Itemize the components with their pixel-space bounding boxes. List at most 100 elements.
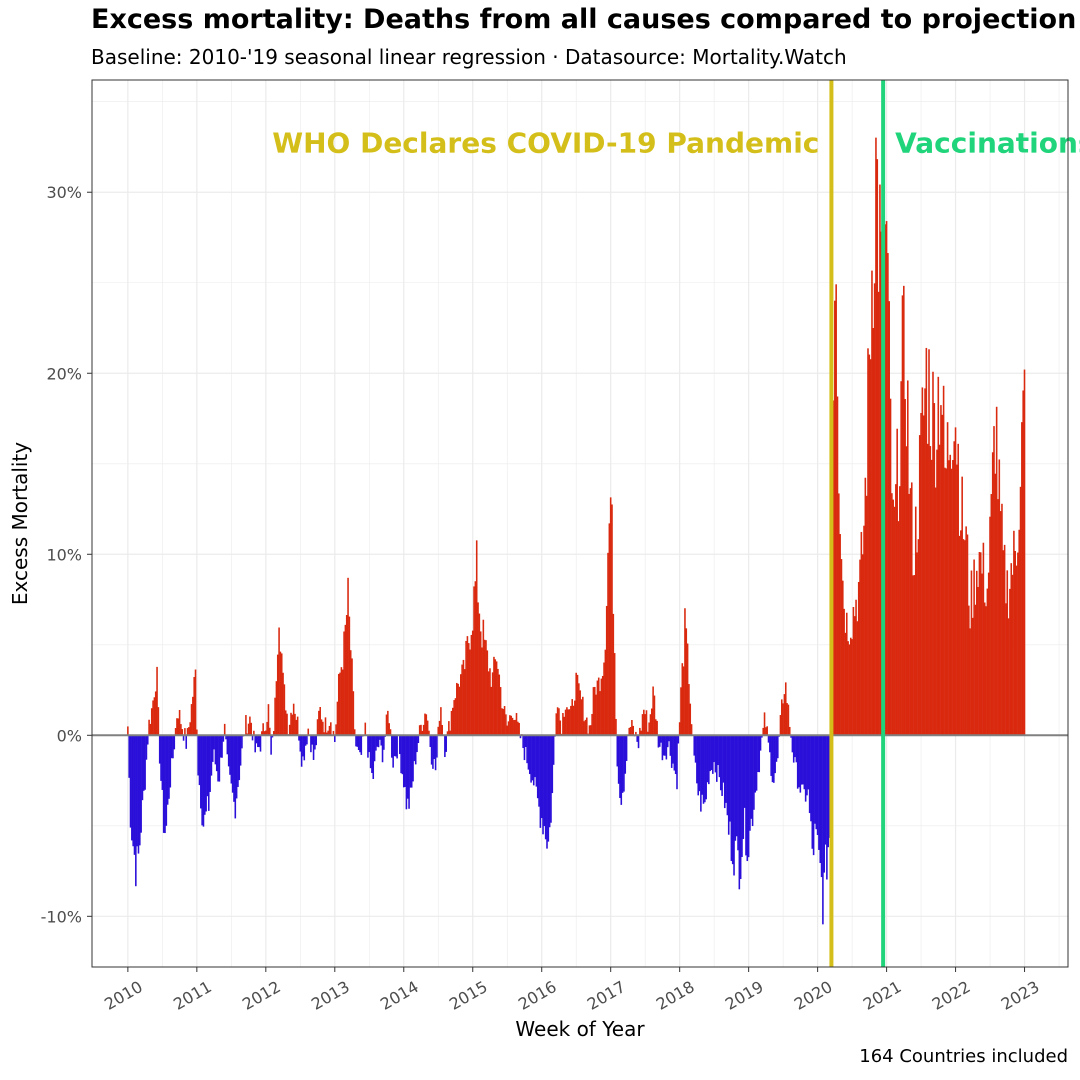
- bar: [233, 735, 235, 802]
- bar: [1007, 618, 1010, 736]
- bar: [501, 708, 503, 736]
- bar: [267, 704, 270, 736]
- bar: [200, 735, 202, 809]
- bar: [291, 714, 294, 736]
- bar: [426, 720, 429, 736]
- bar: [806, 735, 808, 796]
- bar: [924, 388, 926, 736]
- bar: [979, 552, 982, 736]
- caption: 164 Countries included: [859, 1046, 1068, 1067]
- bar: [1005, 603, 1007, 736]
- bar: [791, 735, 794, 753]
- bar: [657, 735, 660, 748]
- bar: [219, 735, 222, 758]
- bar: [925, 347, 928, 736]
- x-tick-label: 2015: [446, 977, 491, 1014]
- bar: [527, 735, 530, 770]
- bar: [834, 300, 836, 736]
- bar: [593, 686, 596, 736]
- bar: [710, 735, 713, 771]
- bar: [611, 504, 613, 736]
- bar: [149, 723, 152, 736]
- bar: [1013, 530, 1015, 736]
- bar: [523, 735, 526, 761]
- bar: [314, 735, 316, 750]
- gridlines: [92, 80, 1068, 967]
- bar: [583, 721, 585, 736]
- bar: [629, 726, 632, 736]
- bar: [341, 669, 344, 736]
- bar: [303, 735, 306, 761]
- bar: [388, 723, 390, 736]
- bar: [320, 719, 323, 736]
- bar: [739, 735, 742, 880]
- bar: [597, 677, 600, 736]
- bar: [349, 650, 352, 736]
- bar: [960, 530, 962, 736]
- bar: [315, 735, 318, 746]
- bar: [326, 732, 328, 736]
- bar: [896, 428, 898, 736]
- bar: [530, 735, 532, 783]
- bar: [128, 735, 130, 778]
- bar: [656, 720, 658, 736]
- bar: [254, 735, 256, 753]
- bar: [784, 682, 787, 736]
- y-tick-label: 10%: [46, 545, 82, 564]
- bar: [579, 690, 581, 736]
- bar: [405, 735, 408, 810]
- bar: [172, 735, 174, 759]
- bar: [352, 691, 355, 736]
- bar: [723, 735, 726, 809]
- bar: [295, 719, 298, 736]
- bar: [470, 634, 473, 736]
- bar: [619, 735, 621, 798]
- bar: [288, 724, 291, 736]
- bar: [498, 674, 501, 736]
- bar: [623, 735, 625, 792]
- bar: [847, 641, 849, 736]
- bar: [680, 687, 682, 736]
- bar: [802, 735, 804, 785]
- bar: [257, 735, 259, 748]
- bar: [282, 672, 284, 736]
- bar: [551, 735, 554, 794]
- bar: [713, 735, 715, 763]
- bar: [782, 703, 784, 736]
- bar: [974, 604, 977, 736]
- bar: [607, 552, 609, 736]
- bar: [131, 735, 133, 841]
- bar: [510, 715, 512, 736]
- bar: [612, 613, 615, 736]
- bar: [235, 735, 238, 799]
- bar: [189, 722, 191, 736]
- bar: [879, 184, 881, 736]
- bar: [956, 464, 958, 736]
- bar: [990, 494, 993, 736]
- bar: [780, 699, 783, 736]
- bar: [145, 735, 148, 760]
- bar: [460, 674, 462, 736]
- bar: [973, 559, 975, 736]
- bar: [392, 735, 394, 768]
- bar: [763, 712, 766, 736]
- bar: [572, 705, 575, 736]
- bar: [827, 735, 829, 848]
- bar: [962, 539, 965, 736]
- bar: [318, 710, 320, 736]
- bar: [721, 735, 723, 796]
- bar: [146, 735, 149, 745]
- bar: [213, 735, 215, 750]
- bar: [136, 735, 138, 847]
- bar: [376, 735, 379, 747]
- bar: [738, 735, 741, 890]
- bar: [154, 691, 157, 736]
- bar: [227, 735, 230, 767]
- bar: [299, 735, 302, 752]
- bar: [412, 735, 414, 782]
- bar: [559, 720, 562, 736]
- bar: [624, 735, 627, 774]
- bar: [961, 476, 963, 736]
- bar: [875, 137, 877, 736]
- bar: [158, 735, 161, 764]
